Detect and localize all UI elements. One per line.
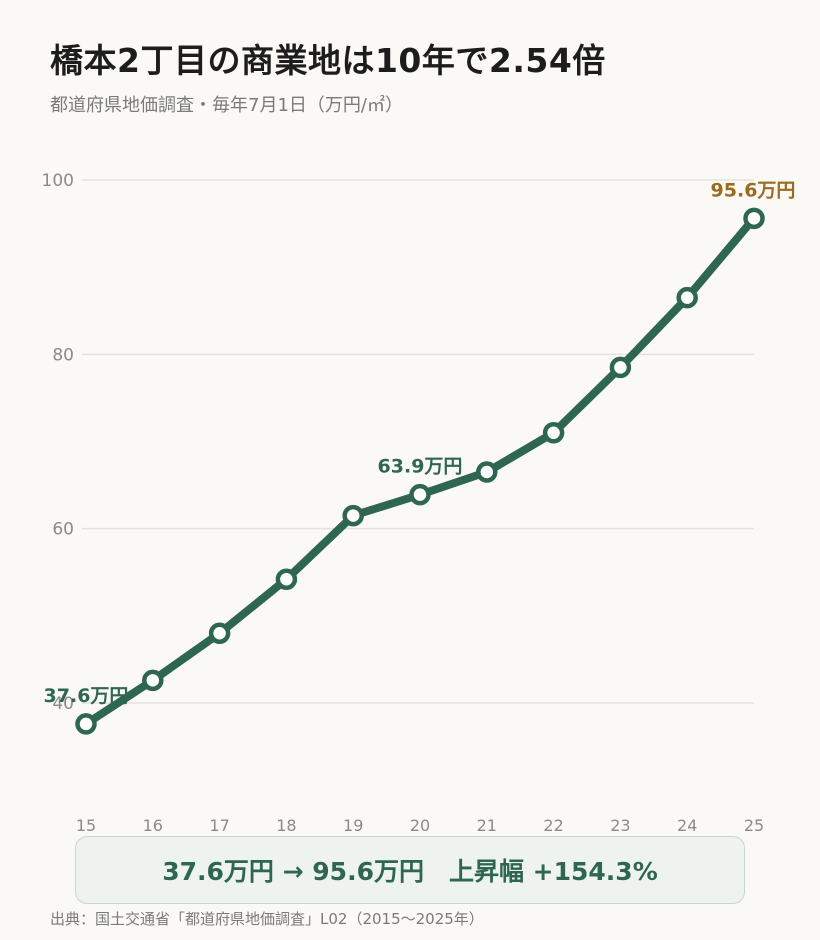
x-tick-label: 25 (744, 816, 764, 835)
y-tick-label: 40 (52, 694, 74, 714)
data-point (743, 207, 765, 230)
summary-box: 37.6万円 → 95.6万円 上昇幅 +154.3% (75, 836, 745, 904)
data-point (609, 356, 632, 379)
x-tick-label: 23 (610, 816, 630, 835)
chart-subtitle: 都道府県地価調査・毎年7月1日（万円/㎡） (50, 95, 403, 116)
chart-title: 橋本2丁目の商業地は10年で2.54倍 (50, 41, 606, 80)
x-tick-label: 15 (76, 816, 96, 835)
y-tick-label: 100 (42, 171, 74, 191)
summary-text: 37.6万円 → 95.6万円 上昇幅 +154.3% (162, 857, 658, 886)
x-tick-label: 20 (410, 816, 430, 835)
data-point (676, 286, 698, 309)
data-label: 37.6万円 (44, 685, 129, 707)
data-point (142, 669, 164, 692)
data-point (342, 504, 364, 527)
x-tick-label: 24 (677, 816, 697, 835)
data-point (75, 713, 97, 735)
x-tick-label: 21 (477, 816, 497, 835)
x-tick-label: 22 (543, 816, 563, 835)
data-point (409, 483, 431, 506)
data-label: 63.9万円 (378, 456, 463, 478)
source-note: 出典：国土交通省「都道府県地価調査」L02（2015〜2025年） (50, 910, 484, 928)
line-chart: 40 60 80 100 15 16 17 18 19 20 21 22 23 24 25 37.6万円 63.… (42, 171, 796, 835)
y-tick-label: 80 (52, 345, 74, 365)
y-tick-label: 60 (52, 520, 74, 540)
x-tick-label: 17 (209, 816, 229, 835)
data-point (208, 622, 231, 645)
data-point (476, 461, 498, 483)
data-point (542, 422, 565, 444)
x-tick-label: 18 (276, 816, 296, 835)
x-tick-label: 16 (143, 816, 163, 835)
x-tick-label: 19 (343, 816, 363, 835)
data-point (275, 568, 298, 590)
data-label: 95.6万円 (711, 179, 796, 201)
